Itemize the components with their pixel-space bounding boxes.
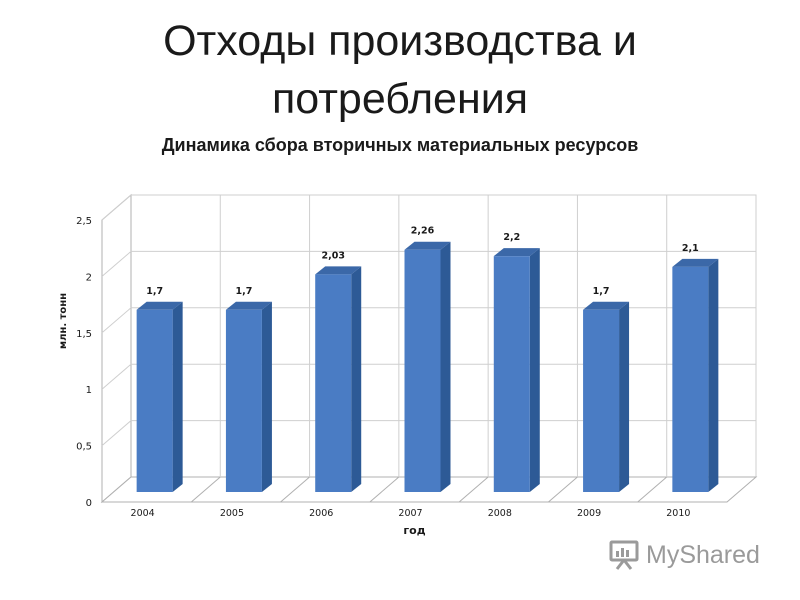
x-tick-label: 2007 [398, 508, 422, 519]
bar-side [529, 248, 540, 492]
bar-top [493, 248, 540, 257]
bar [225, 309, 262, 492]
chart-title: Динамика сбора вторичных материальных ре… [161, 135, 639, 155]
floor-divider [369, 476, 400, 503]
bar [404, 249, 441, 492]
watermark: MyShared [608, 538, 760, 572]
x-tick-label: 2006 [309, 508, 333, 519]
floor-divider [280, 476, 310, 503]
y-tick-label: 1,5 [76, 329, 92, 340]
bar-top [583, 301, 630, 310]
gridline-h [101, 363, 756, 390]
y-tick-label: 2,5 [76, 216, 92, 227]
bar-top [672, 258, 719, 267]
slide-title: Отходы производства и потребления [0, 12, 800, 128]
gridline-h [101, 250, 756, 277]
bar-top [404, 241, 451, 250]
bar [136, 309, 173, 492]
floor-divider [637, 476, 668, 503]
gridline-h [101, 420, 756, 446]
x-tick-label: 2010 [666, 508, 690, 519]
gridline-h [101, 194, 756, 221]
data-label: 1,7 [236, 286, 253, 297]
bar-side [440, 241, 451, 492]
x-tick-label: 2005 [220, 508, 244, 519]
data-label: 1,7 [593, 286, 610, 297]
watermark-text: MyShared [646, 540, 760, 569]
x-tick-label: 2008 [488, 508, 512, 519]
y-tick-label: 2 [86, 272, 92, 283]
data-label: 2,26 [411, 226, 435, 237]
x-axis-title: год [403, 524, 425, 537]
gridline-h [101, 307, 756, 334]
data-label: 1,7 [146, 286, 163, 297]
y-tick-label: 0,5 [76, 442, 92, 453]
y-axis-title: млн. тонн [58, 293, 69, 349]
slide-title-line2: потребления [271, 75, 529, 123]
presentation-board-icon [609, 540, 639, 570]
data-label: 2,1 [682, 243, 699, 254]
bar-top [315, 266, 362, 275]
bar [315, 274, 352, 492]
bar-top [136, 301, 183, 310]
data-label: 2,03 [321, 250, 344, 261]
bar [493, 256, 530, 492]
bar-side [619, 301, 630, 492]
x-tick-label: 2004 [131, 508, 155, 519]
bar-side [708, 258, 719, 492]
x-tick-label: 2009 [577, 508, 601, 519]
y-tick-label: 1 [86, 385, 92, 396]
bar-side [351, 266, 362, 492]
bar [672, 266, 709, 492]
bar-side [172, 301, 183, 492]
y-tick-label: 0 [86, 498, 92, 509]
slide-title-line1: Отходы производства и [163, 17, 637, 65]
floor-divider [548, 476, 578, 503]
bar-side [261, 301, 272, 492]
floor-divider [190, 476, 221, 503]
data-label: 2,2 [503, 232, 520, 243]
side-wall [101, 193, 132, 504]
floor-divider [458, 476, 489, 503]
bar-top [225, 301, 272, 310]
bar [583, 309, 620, 492]
